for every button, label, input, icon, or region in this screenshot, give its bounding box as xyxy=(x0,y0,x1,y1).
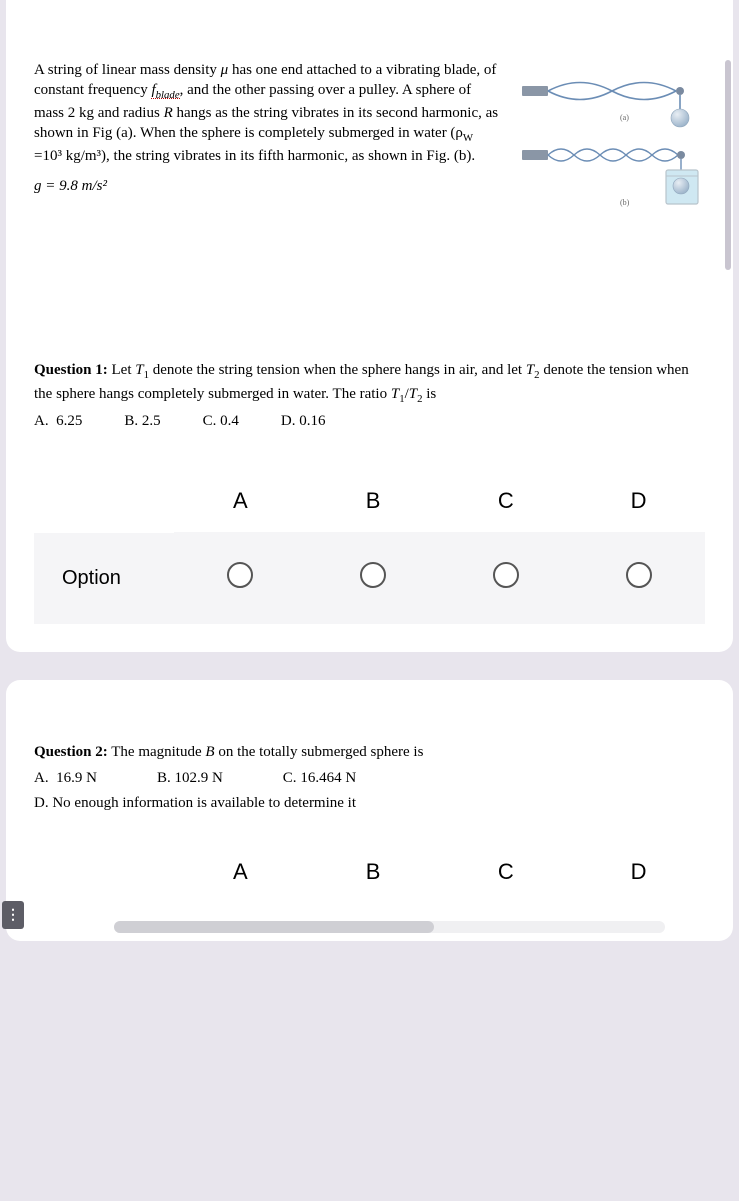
figure-diagram: (a) (b) xyxy=(520,60,705,210)
q2-options-inline: A. 16.9 N B. 102.9 N C. 16.464 N xyxy=(34,770,705,787)
q1-col-header-a: A xyxy=(174,470,307,532)
q1-radio-a[interactable] xyxy=(227,562,253,588)
q1-option-d: D. 0.16 xyxy=(281,413,326,430)
q2-col-header-c: C xyxy=(440,841,573,903)
figure-label-a: (a) xyxy=(620,113,629,122)
q2-col-header-b: B xyxy=(307,841,440,903)
q2-option-c: C. 16.464 N xyxy=(283,770,356,787)
q1-radio-cell-b xyxy=(307,532,440,624)
scrollbar-horizontal[interactable] xyxy=(114,921,665,933)
q2-option-b: B. 102.9 N xyxy=(157,770,223,787)
alert-icon[interactable] xyxy=(2,901,24,929)
q2-col-header-d: D xyxy=(572,841,705,903)
q2-answer-grid: A B C D xyxy=(34,841,705,903)
intro-paragraph: A string of linear mass density μ has on… xyxy=(34,60,504,166)
card-intro-q1: A string of linear mass density μ has on… xyxy=(6,0,733,652)
q1-radio-b[interactable] xyxy=(360,562,386,588)
q1-radio-d[interactable] xyxy=(626,562,652,588)
scrollbar-thumb[interactable] xyxy=(725,60,731,270)
q1-prompt: Question 1: Let T1 denote the string ten… xyxy=(34,360,705,407)
intro-g: g = 9.8 m/s² xyxy=(34,176,504,196)
q1-col-header-d: D xyxy=(572,470,705,532)
card-q2: Question 2: The magnitude B on the total… xyxy=(6,680,733,941)
q1-radio-cell-c xyxy=(440,532,573,624)
q1-col-header-b: B xyxy=(307,470,440,532)
q2-option-d: D. No enough information is available to… xyxy=(34,793,705,815)
scrollbar-horizontal-thumb[interactable] xyxy=(114,921,434,933)
q1-radio-c[interactable] xyxy=(493,562,519,588)
q1-option-c: C. 0.4 xyxy=(203,413,239,430)
q1-options-inline: A. 6.25 B. 2.5 C. 0.4 D. 0.16 xyxy=(34,413,705,430)
q2-col-header-a: A xyxy=(174,841,307,903)
q1-radio-cell-a xyxy=(174,532,307,624)
q2-prompt: Question 2: The magnitude B on the total… xyxy=(34,742,705,764)
q1-answer-grid: A B C D Option xyxy=(34,470,705,624)
q1-row-label: Option xyxy=(34,533,174,624)
q1-radio-cell-d xyxy=(572,532,705,624)
q1-option-b: B. 2.5 xyxy=(124,413,160,430)
scrollbar-vertical[interactable] xyxy=(723,0,731,652)
q1-col-header-c: C xyxy=(440,470,573,532)
figure-label-b: (b) xyxy=(620,198,630,207)
q1-option-a: A. 6.25 xyxy=(34,413,82,430)
intro-text: A string of linear mass density μ has on… xyxy=(34,60,504,210)
q2-option-a: A. 16.9 N xyxy=(34,770,97,787)
